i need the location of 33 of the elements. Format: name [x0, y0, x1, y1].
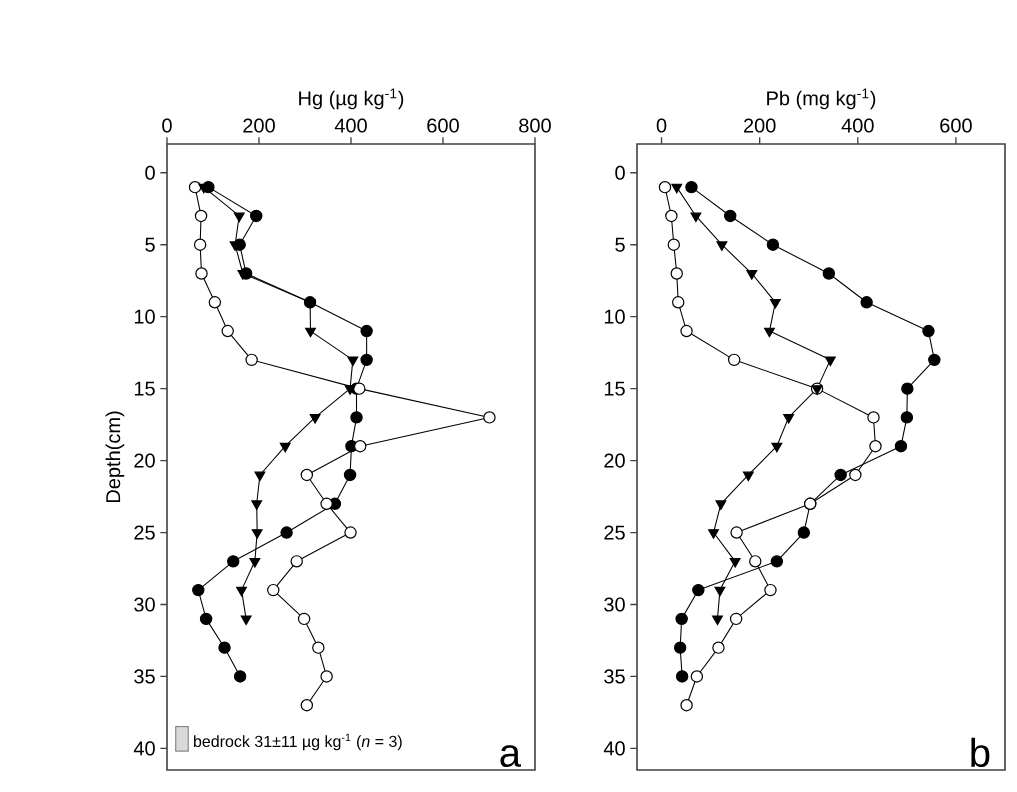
x-axis-title: Pb (mg kg$^{-1}$) [767, 88, 876, 110]
y-tick-label: 35 [604, 669, 625, 684]
y-tick-label: 35 [134, 669, 155, 684]
y-tick-label: 40 [603, 741, 625, 756]
y-tick-label: 20 [604, 453, 625, 468]
x-tick-label: 600 [940, 118, 972, 133]
x-tick-label: 400 [841, 118, 874, 133]
y-tick-label: 15 [604, 381, 625, 396]
y-tick-label: 20 [134, 453, 155, 468]
y-tick-label: 30 [134, 597, 155, 612]
x-tick-label: 400 [334, 118, 367, 133]
x-tick-label: 600 [427, 118, 459, 133]
y-tick-label: 25 [134, 525, 155, 540]
y-tick-label: 25 [604, 525, 625, 540]
y-tick-label: 5 [615, 237, 625, 252]
y-tick-label: 10 [604, 309, 625, 324]
y-tick-label: 30 [604, 597, 625, 612]
x-tick-label: 200 [243, 118, 275, 133]
x-tick-label: 0 [656, 118, 667, 133]
y-tick-label: 0 [145, 165, 155, 180]
y-tick-label: 10 [134, 309, 155, 324]
y-tick-label: 5 [145, 237, 155, 252]
x-tick-label: 200 [743, 118, 776, 133]
y-axis-title: Depth(cm) [105, 411, 125, 503]
x-tick-label: 800 [519, 118, 551, 133]
annotation: a [500, 745, 522, 768]
y-tick-label: 40 [133, 741, 155, 756]
annotation: b [971, 737, 990, 768]
y-tick-label: 15 [134, 381, 155, 396]
y-tick-label: 0 [615, 165, 625, 180]
annotation: bedrock 31±11 µg kg$^{-1}$ (n = 3) [194, 733, 402, 751]
x-axis-title: Hg (µg kg$^{-1}$) [299, 88, 404, 110]
x-tick-label: 0 [162, 118, 172, 133]
